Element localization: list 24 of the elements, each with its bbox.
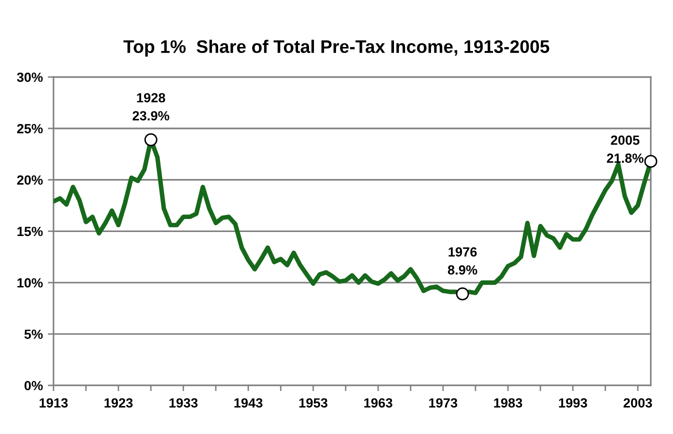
x-tick-label: 1993 <box>559 398 588 408</box>
annotation: 1976 8.9% <box>448 247 478 275</box>
y-tick-label: 5% <box>24 330 43 339</box>
x-tick-label: 1973 <box>429 398 458 408</box>
x-tick-label: 2003 <box>624 398 652 408</box>
y-tick-label: 25% <box>17 124 43 134</box>
chart-title: Top 1% Share of Total Pre-Tax Income, 1913-2005 <box>123 40 550 57</box>
y-tick-label: 30% <box>16 72 43 82</box>
annotation: 1928 23.9% <box>132 93 170 120</box>
x-tick-label: 1963 <box>364 398 392 408</box>
annotation: 2005 21.8% <box>606 136 644 163</box>
x-tick-label: 1923 <box>104 398 133 408</box>
point <box>456 287 470 300</box>
point <box>144 133 158 146</box>
y-tick-label: 20% <box>17 175 43 185</box>
x-tick-label: 1943 <box>234 398 262 408</box>
x-tick-label: 1983 <box>494 398 522 408</box>
x-tick-label: 1913 <box>40 398 68 408</box>
x-tick-label: 1933 <box>170 398 198 408</box>
point <box>644 154 658 168</box>
y-tick-label: 15% <box>18 226 43 236</box>
x-tick-label: 1953 <box>299 398 328 408</box>
y-tick-label: 0% <box>24 380 43 390</box>
y-tick-label: 10% <box>18 278 43 288</box>
